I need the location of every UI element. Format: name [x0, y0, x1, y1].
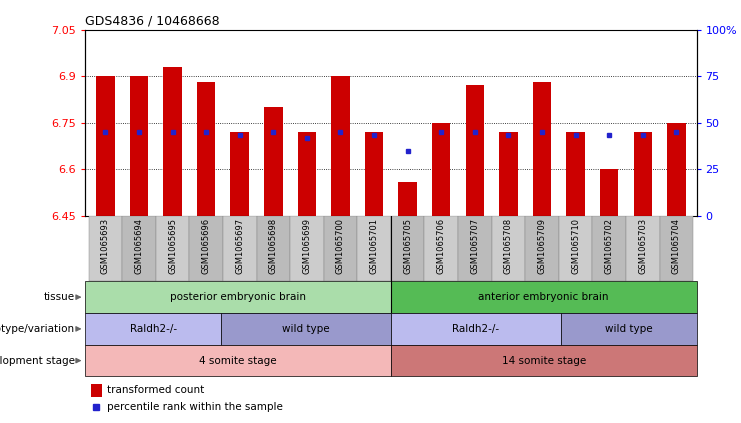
Text: GSM1065695: GSM1065695	[168, 218, 177, 274]
Bar	[91, 384, 102, 397]
Text: percentile rank within the sample: percentile rank within the sample	[107, 402, 282, 412]
Bar	[221, 313, 391, 345]
Bar	[458, 216, 491, 281]
Bar	[357, 216, 391, 281]
Text: 4 somite stage: 4 somite stage	[199, 356, 277, 365]
Bar	[561, 313, 697, 345]
Bar	[626, 216, 659, 281]
Bar	[600, 169, 619, 216]
Bar	[89, 216, 122, 281]
Bar	[391, 313, 561, 345]
Text: GSM1065710: GSM1065710	[571, 218, 580, 274]
Text: GDS4836 / 10468668: GDS4836 / 10468668	[85, 14, 220, 27]
Bar	[122, 216, 156, 281]
Text: GSM1065704: GSM1065704	[672, 218, 681, 274]
Bar	[659, 216, 693, 281]
Text: development stage: development stage	[0, 356, 75, 365]
Bar	[324, 216, 357, 281]
Bar	[331, 76, 350, 216]
Bar	[85, 313, 221, 345]
Text: GSM1065708: GSM1065708	[504, 218, 513, 274]
Bar	[264, 107, 282, 216]
Bar	[85, 281, 391, 313]
Bar	[130, 76, 148, 216]
Text: GSM1065694: GSM1065694	[134, 218, 144, 274]
Bar	[592, 216, 626, 281]
Bar	[491, 216, 525, 281]
Text: GSM1065702: GSM1065702	[605, 218, 614, 274]
Bar	[365, 132, 383, 216]
Text: GSM1065700: GSM1065700	[336, 218, 345, 274]
Text: GSM1065703: GSM1065703	[638, 218, 648, 274]
Bar	[156, 216, 190, 281]
Text: GSM1065707: GSM1065707	[471, 218, 479, 274]
Text: anterior embryonic brain: anterior embryonic brain	[479, 292, 609, 302]
Bar	[256, 216, 290, 281]
Text: wild type: wild type	[605, 324, 652, 334]
Bar	[163, 67, 182, 216]
Bar	[465, 85, 484, 216]
Text: 14 somite stage: 14 somite stage	[502, 356, 586, 365]
Bar	[559, 216, 592, 281]
Text: GSM1065699: GSM1065699	[302, 218, 311, 274]
Text: Raldh2-/-: Raldh2-/-	[452, 324, 499, 334]
Text: GSM1065696: GSM1065696	[202, 218, 210, 274]
Bar	[391, 345, 697, 376]
Bar	[85, 345, 391, 376]
Bar	[391, 216, 425, 281]
Text: GSM1065693: GSM1065693	[101, 218, 110, 274]
Bar	[533, 82, 551, 216]
Bar	[566, 132, 585, 216]
Bar	[290, 216, 324, 281]
Text: GSM1065706: GSM1065706	[436, 218, 446, 274]
Bar	[96, 76, 115, 216]
Text: Raldh2-/-: Raldh2-/-	[130, 324, 176, 334]
Bar	[391, 281, 697, 313]
Bar	[425, 216, 458, 281]
Text: genotype/variation: genotype/variation	[0, 324, 75, 334]
Bar	[499, 132, 518, 216]
Bar	[298, 132, 316, 216]
Bar	[667, 123, 685, 216]
Text: GSM1065709: GSM1065709	[537, 218, 547, 274]
Bar	[197, 82, 216, 216]
Bar	[634, 132, 652, 216]
Bar	[190, 216, 223, 281]
Bar	[230, 132, 249, 216]
Text: GSM1065701: GSM1065701	[370, 218, 379, 274]
Text: GSM1065698: GSM1065698	[269, 218, 278, 274]
Text: GSM1065697: GSM1065697	[235, 218, 245, 274]
Text: tissue: tissue	[44, 292, 75, 302]
Text: wild type: wild type	[282, 324, 330, 334]
Bar	[525, 216, 559, 281]
Bar	[432, 123, 451, 216]
Text: posterior embryonic brain: posterior embryonic brain	[170, 292, 306, 302]
Bar	[399, 181, 417, 216]
Text: GSM1065705: GSM1065705	[403, 218, 412, 274]
Bar	[223, 216, 256, 281]
Text: transformed count: transformed count	[107, 385, 204, 395]
